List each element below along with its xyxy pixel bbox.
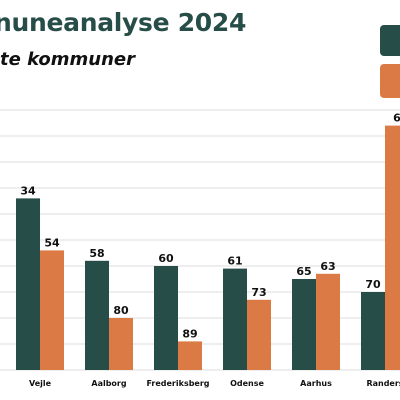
data-label: 61 <box>227 255 242 268</box>
chart-subtitle: te kommuner <box>0 49 135 70</box>
data-label: 70 <box>365 278 381 291</box>
legend-swatch-series-a <box>380 25 400 56</box>
chart-title: nuneanalyse 2024 <box>0 8 247 37</box>
bar-randers-series-a <box>361 292 385 370</box>
bar-aarhus-series-b <box>316 273 340 370</box>
legend-swatch-series-b <box>380 64 400 98</box>
bar-aalborg-series-b <box>109 318 133 370</box>
data-label: 73 <box>251 286 266 299</box>
category-label: Aarhus <box>300 379 332 388</box>
bar-randers-series-b <box>385 125 400 370</box>
data-label: 63 <box>320 260 335 273</box>
category-label: Randers <box>366 379 400 388</box>
bar-vejle-series-b <box>40 250 64 370</box>
category-label: Vejle <box>29 379 52 388</box>
data-label: 6 <box>393 112 400 125</box>
data-label: 34 <box>20 184 36 197</box>
bar-aarhus-series-a <box>292 279 316 370</box>
data-label: 80 <box>113 304 129 317</box>
data-label: 65 <box>296 265 311 278</box>
data-label: 89 <box>182 327 197 340</box>
category-label: Aalborg <box>91 379 127 388</box>
bar-odense-series-b <box>247 299 271 370</box>
bar-frederiksberg-series-a <box>154 266 178 370</box>
bar-vejle-series-a <box>16 198 40 370</box>
bar-frederiksberg-series-b <box>178 341 202 370</box>
data-label: 58 <box>89 247 104 260</box>
bar-aalborg-series-a <box>85 260 109 370</box>
bar-odense-series-a <box>223 268 247 370</box>
data-label: 60 <box>158 252 174 265</box>
category-label: Odense <box>230 379 264 388</box>
category-label: Frederiksberg <box>146 379 209 388</box>
data-label: 54 <box>44 236 60 249</box>
